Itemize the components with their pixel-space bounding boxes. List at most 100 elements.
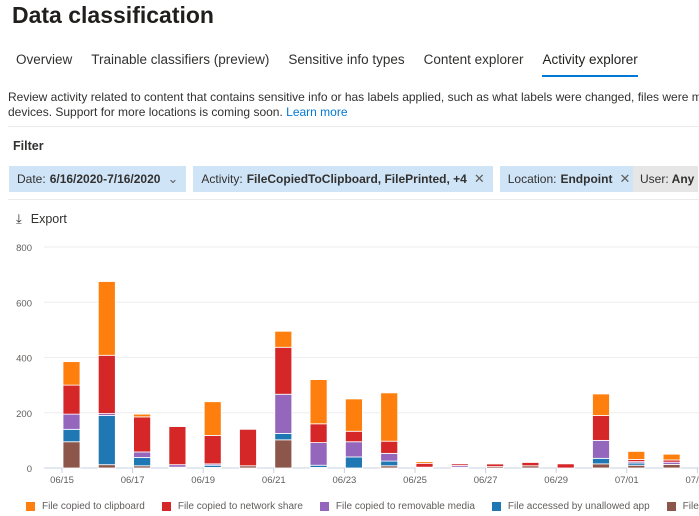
y-tick-label: 800 xyxy=(16,243,32,254)
bar-segment xyxy=(592,463,610,469)
legend-label: File copied to clipboard xyxy=(42,501,145,512)
bar-segment xyxy=(662,453,681,461)
bar-segment xyxy=(97,464,116,469)
legend-label: File printed xyxy=(682,501,699,512)
bar-segment xyxy=(309,423,328,443)
x-tick-label: 06/23 xyxy=(333,475,357,486)
bar-segment xyxy=(344,441,363,458)
bar-segment xyxy=(344,456,363,469)
legend-item[interactable]: File copied to removable media xyxy=(319,501,475,512)
legend-swatch xyxy=(319,502,329,511)
bar-segment xyxy=(274,330,293,348)
legend-swatch xyxy=(491,502,501,511)
x-tick-label: 06/25 xyxy=(403,475,427,486)
tab-content-explorer[interactable]: Content explorer xyxy=(423,52,524,67)
legend-swatch xyxy=(666,502,676,511)
bar-segment xyxy=(592,415,610,441)
legend-label: File accessed by unallowed app xyxy=(507,501,650,512)
bar-segment xyxy=(203,435,222,465)
bar-segment xyxy=(62,428,81,443)
legend-label: File copied to removable media xyxy=(335,501,475,512)
bar-segment xyxy=(274,439,293,469)
bar-segment xyxy=(62,384,81,415)
legend-label: File copied to network share xyxy=(177,501,303,512)
export-button[interactable]: ⤓ Export xyxy=(16,211,67,227)
legend-swatch xyxy=(161,502,171,511)
x-tick-label: 06/29 xyxy=(544,475,568,486)
tab-activity-explorer[interactable]: Activity explorer xyxy=(542,52,638,77)
bar-segment xyxy=(62,413,81,430)
bar-segment xyxy=(415,462,434,468)
download-icon: ⤓ xyxy=(16,211,22,226)
chip-key: Date: xyxy=(17,172,46,186)
bar-segment xyxy=(556,463,575,469)
y-tick-label: 400 xyxy=(16,354,32,365)
bar-segment xyxy=(486,462,505,465)
tab-trainable-classifiers[interactable]: Trainable classifiers (preview) xyxy=(91,52,270,67)
description-line-2: devices. Support for more locations is c… xyxy=(8,105,283,119)
description: Review activity related to content that … xyxy=(8,90,699,120)
bar-segment xyxy=(415,461,434,464)
x-tick-label: 06/19 xyxy=(191,475,215,486)
bar-segment xyxy=(133,457,152,467)
filter-label: Filter xyxy=(13,139,44,153)
bar-segment xyxy=(168,426,187,466)
description-line-1: Review activity related to content that … xyxy=(8,90,699,104)
x-tick-label: 06/15 xyxy=(50,475,74,486)
export-label: Export xyxy=(30,212,67,226)
divider xyxy=(8,126,699,127)
y-tick-label: 600 xyxy=(16,298,32,309)
tab-bar: Overview Trainable classifiers (preview)… xyxy=(16,52,657,77)
bar-segment xyxy=(592,439,610,459)
bar-segment xyxy=(274,346,293,395)
activity-chart: 0 200 400 600 800 06/15 06/17 06/19 06/21 06/23 06… xyxy=(16,243,699,486)
bar-segment xyxy=(274,393,293,434)
close-icon[interactable]: ✕ xyxy=(473,171,485,186)
bar-segment xyxy=(592,457,610,465)
chart-legend: File copied to clipboard File copied to n… xyxy=(26,501,699,512)
legend-item[interactable]: File copied to clipboard xyxy=(26,501,145,512)
legend-item[interactable]: File copied to network share xyxy=(161,501,303,512)
bar-segment xyxy=(380,452,399,462)
chevron-down-icon[interactable]: ⌄ xyxy=(167,171,179,186)
x-tick-label: 06/21 xyxy=(262,475,286,486)
chip-key: Activity: xyxy=(201,172,243,186)
activity-filter-chip[interactable]: Activity: FileCopiedToClipboard, FilePrin… xyxy=(193,166,493,192)
y-tick-label: 0 xyxy=(27,464,32,475)
legend-item[interactable]: File printed xyxy=(666,501,699,512)
tab-overview[interactable]: Overview xyxy=(16,52,73,67)
bar-segment xyxy=(380,392,399,442)
tab-sensitive-info-types[interactable]: Sensitive info types xyxy=(288,52,405,67)
page-title: Data classification xyxy=(12,2,214,28)
x-tick-label: 06/17 xyxy=(121,475,145,486)
bar-segment xyxy=(133,413,152,418)
legend-item[interactable]: File accessed by unallowed app xyxy=(491,501,650,512)
bar-segment xyxy=(521,462,540,467)
bar-segment xyxy=(344,430,363,443)
y-tick-label: 200 xyxy=(16,409,32,420)
bar-segment xyxy=(62,441,81,469)
learn-more-link[interactable]: Learn more xyxy=(286,105,348,119)
bar-segment xyxy=(344,398,363,432)
bar-segment xyxy=(203,401,222,436)
bar-segment xyxy=(97,415,116,466)
x-tick-label: 06/27 xyxy=(474,475,498,486)
bar-segment xyxy=(627,464,646,469)
bar-segment xyxy=(380,460,399,467)
user-filter-chip[interactable]: User: Any xyxy=(633,166,699,192)
bar-segment xyxy=(450,463,469,466)
chip-value: Endpoint xyxy=(560,172,613,186)
chip-value: 6/16/2020-7/16/2020 xyxy=(49,172,161,186)
chip-value: Any xyxy=(671,172,695,186)
bar-segment xyxy=(627,451,646,460)
bar-segment xyxy=(62,361,81,386)
location-filter-chip[interactable]: Location: Endpoint ✕ xyxy=(499,166,639,192)
bar-segment xyxy=(274,433,293,441)
date-filter-chip[interactable]: Date: 6/16/2020-7/16/2020 ⌄ xyxy=(9,166,187,192)
bar-segment xyxy=(133,451,152,458)
x-tick-label: 07/01 xyxy=(615,475,639,486)
close-icon[interactable]: ✕ xyxy=(619,171,631,186)
legend-swatch xyxy=(26,502,35,511)
bar-segment xyxy=(97,354,116,414)
bar-segment xyxy=(239,428,257,467)
